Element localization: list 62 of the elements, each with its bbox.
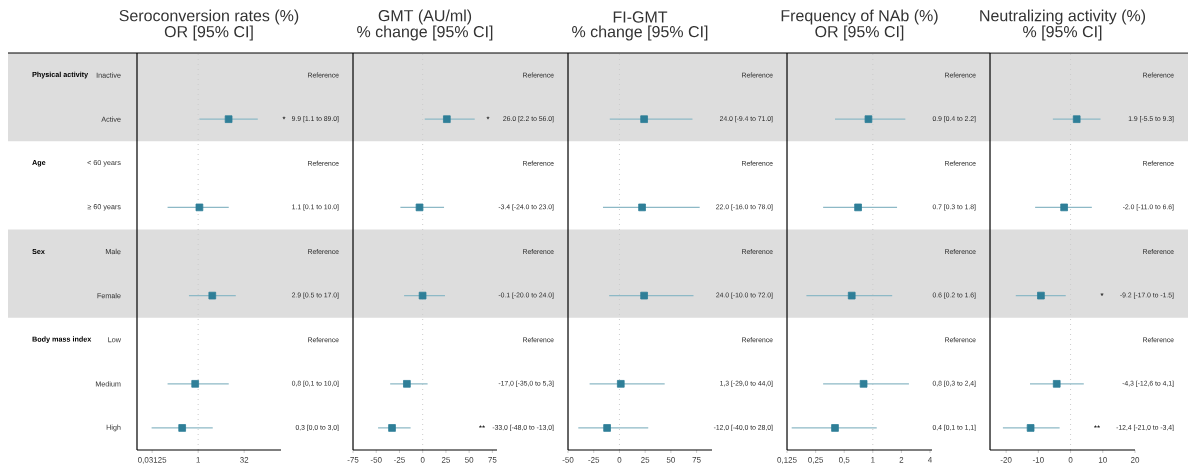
- point: [864, 115, 873, 123]
- point: [418, 291, 427, 300]
- x-tick-label: 25: [441, 457, 451, 463]
- text: *: [282, 116, 286, 120]
- x-tick-label: 2: [899, 457, 904, 463]
- point: [1052, 380, 1061, 388]
- x-tick-label: 4: [927, 457, 932, 463]
- x-tick-label: 50: [465, 457, 474, 463]
- point: [638, 203, 646, 212]
- chart-title: FI-GMT: [613, 11, 668, 23]
- point: [854, 203, 862, 212]
- x-tick-label: -10: [1032, 457, 1044, 463]
- x-tick-label: 0,125: [777, 457, 797, 464]
- chart-subtitle: % [95% CI]: [1023, 25, 1102, 41]
- point: [831, 424, 839, 432]
- x-tick-label: 10: [1098, 457, 1107, 463]
- x-tick-label: -75: [347, 457, 359, 463]
- x-tick-label: 0,25: [808, 457, 824, 464]
- x-tick-label: 75: [692, 457, 701, 463]
- point: [640, 115, 648, 123]
- x-tick-label: 1: [871, 457, 875, 463]
- x-tick-label: 25: [641, 457, 650, 463]
- x-tick-label: 20: [1130, 457, 1140, 463]
- annotation: **: [479, 425, 485, 428]
- point: [640, 291, 648, 300]
- annotation: *: [486, 116, 490, 120]
- point: [388, 424, 396, 432]
- point: [1026, 424, 1035, 432]
- x-tick-label: -25: [394, 457, 405, 463]
- annotation: **: [1094, 425, 1100, 428]
- x-tick-label: 0: [420, 457, 425, 463]
- x-tick-label: -50: [370, 457, 382, 463]
- point: [616, 380, 625, 388]
- point: [603, 424, 611, 432]
- point: [443, 115, 451, 123]
- point: [847, 291, 856, 300]
- chart-title: Seroconversion rates (%): [119, 9, 299, 25]
- x-tick-label: 0,5: [838, 457, 850, 464]
- x-tick-label: 0,03125: [137, 457, 167, 464]
- point: [859, 380, 868, 388]
- x-tick-label: 50: [666, 457, 675, 463]
- annotation: *: [1100, 292, 1104, 296]
- x-tick-label: 75: [488, 457, 497, 463]
- point: [1060, 203, 1068, 212]
- chart-subtitle: % change [95% CI]: [572, 25, 708, 41]
- x-tick-label: 32: [240, 457, 249, 463]
- x-tick-label: 0: [617, 457, 622, 463]
- x-tick-label: 1: [196, 457, 200, 463]
- x-tick-label: 0: [1068, 457, 1073, 463]
- chart-title: Frequency of NAb (%): [781, 9, 938, 25]
- chart-subtitle: % change [95% CI]: [357, 25, 493, 41]
- point: [1037, 291, 1045, 300]
- point: [1072, 115, 1081, 123]
- x-tick-label: -25: [588, 457, 600, 463]
- chart-title: Neutralizing activity (%): [980, 9, 1146, 25]
- point: [415, 203, 424, 212]
- chart-subtitle: OR [95% CI]: [164, 25, 253, 41]
- x-tick-label: -20: [1000, 457, 1012, 463]
- chart-subtitle: OR [95% CI]: [815, 25, 904, 41]
- chart-title: GMT (AU/ml): [378, 9, 472, 25]
- point: [403, 380, 411, 388]
- x-tick-label: -50: [562, 457, 574, 463]
